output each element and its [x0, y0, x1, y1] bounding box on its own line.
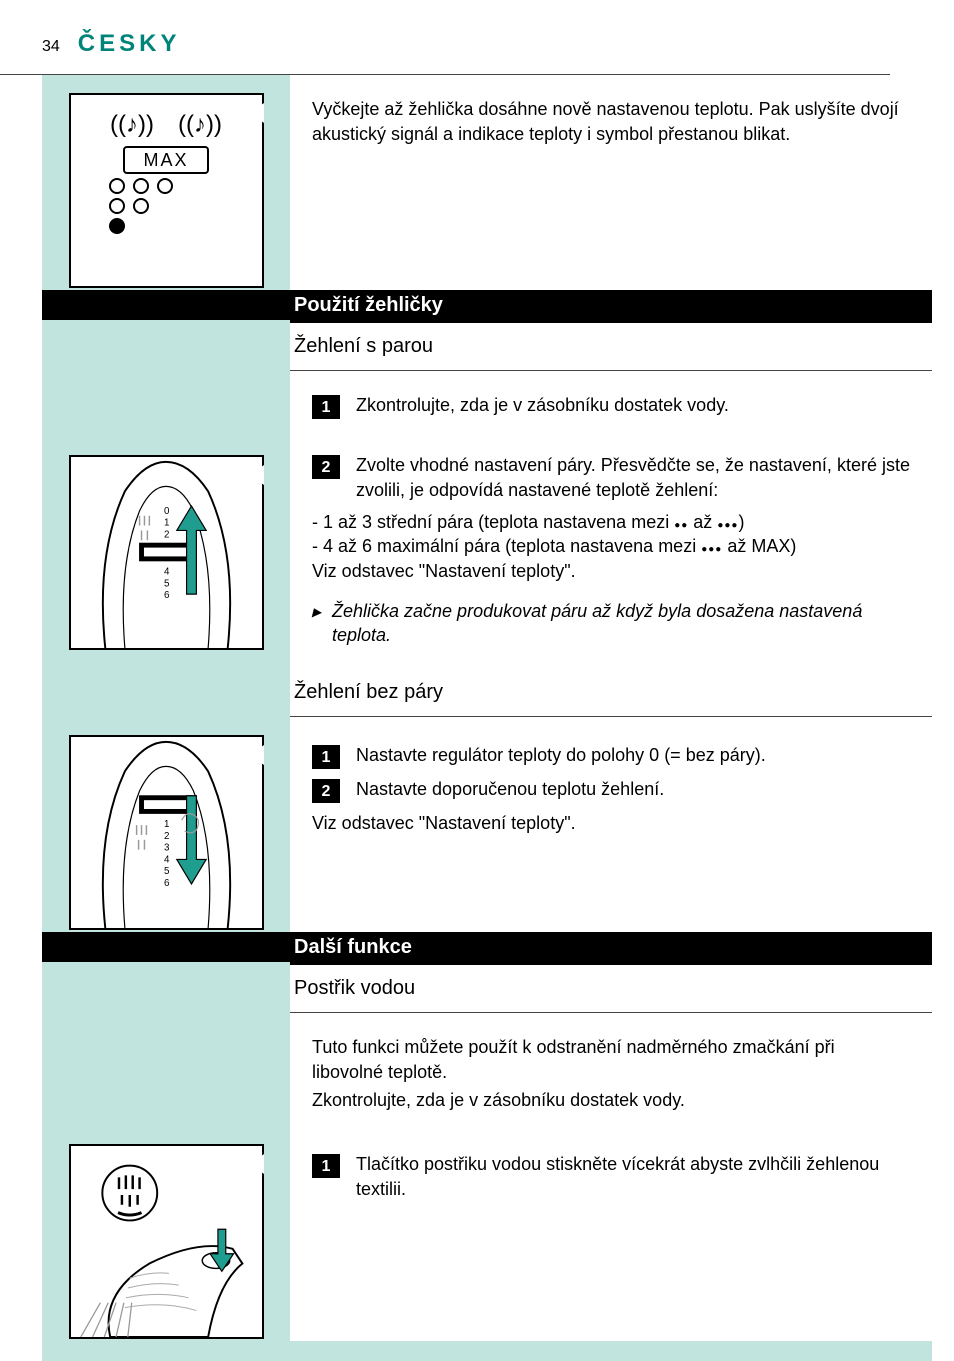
step-text: Tlačítko postřiku vodou stiskněte vícekr…	[356, 1152, 910, 1201]
step-row: 1 2 3 4 5 6 1 Nastavte reguláto	[42, 717, 932, 932]
step: 2 Zvolte vhodné nastavení páry. Přesvědč…	[312, 453, 910, 502]
figure-spray-button	[69, 1144, 264, 1339]
language-heading: ČESKY	[78, 28, 181, 60]
svg-text:2: 2	[164, 831, 169, 842]
svg-text:1: 1	[164, 820, 169, 831]
step-after: Viz odstavec "Nastavení teploty".	[312, 811, 910, 835]
paragraph: Tuto funkci můžete použít k odstranění n…	[312, 1035, 910, 1084]
illustration-column: ((♪)) ((♪)) MAX	[42, 75, 290, 288]
lcd-text: MAX	[143, 150, 188, 170]
step-bullets: - 1 až 3 střední pára (teplota nastavena…	[312, 510, 910, 559]
svg-text:3: 3	[164, 843, 170, 854]
step: 1 Zkontrolujte, zda je v zásobníku dosta…	[312, 393, 910, 419]
indicator-dot-icon	[109, 218, 125, 234]
sound-icon: ((♪))	[178, 109, 222, 141]
note-text: Žehlička začne produkovat páru až když b…	[332, 599, 910, 648]
step-row: 0 1 2 4 5 6 2 Zvolte vhodné nas	[42, 437, 932, 669]
step-number: 1	[312, 395, 340, 419]
content-area: ((♪)) ((♪)) MAX	[42, 75, 932, 1361]
sound-icon: ((♪))	[110, 109, 154, 141]
indicator-circle-icon	[109, 198, 125, 214]
subheading: Žehlení s parou	[290, 323, 932, 371]
step-number: 2	[312, 455, 340, 479]
svg-text:4: 4	[164, 567, 170, 578]
indicator-circle-icon	[133, 178, 149, 194]
step-number: 2	[312, 779, 340, 803]
step-text: Zkontrolujte, zda je v zásobníku dostate…	[356, 393, 910, 417]
indicator-circle-icon	[157, 178, 173, 194]
subheading-row: Žehlení bez páry	[42, 669, 932, 717]
svg-text:5: 5	[164, 867, 170, 878]
step: 2 Nastavte doporučenou teplotu žehlení.	[312, 777, 910, 803]
svg-text:5: 5	[164, 579, 170, 590]
iron-spray-svg	[71, 1146, 262, 1337]
indicator-circle-icon	[133, 198, 149, 214]
lcd-display: MAX	[123, 146, 209, 174]
figure-max-display: ((♪)) ((♪)) MAX	[69, 93, 264, 288]
paragraph: Zkontrolujte, zda je v zásobníku dostate…	[312, 1088, 910, 1112]
figure-steam-slider-up: 0 1 2 4 5 6	[69, 455, 264, 650]
dots-3-icon	[717, 512, 738, 532]
section-title: Další funkce	[290, 932, 932, 965]
subheading-row: Postřik vodou	[42, 965, 932, 1013]
dots-3-icon	[701, 536, 722, 556]
step-row: 1 Tlačítko postřiku vodou stiskněte více…	[42, 1126, 932, 1341]
figure-steam-slider-down: 1 2 3 4 5 6	[69, 735, 264, 930]
subheading: Žehlení bez páry	[290, 669, 932, 717]
text-column: Vyčkejte až žehlička dosáhne nově nastav…	[290, 75, 932, 290]
note: ▶ Žehlička začne produkovat páru až když…	[312, 599, 910, 648]
page-header: 34 ČESKY	[0, 0, 890, 75]
intro-paragraph: Vyčkejte až žehlička dosáhne nově nastav…	[312, 97, 910, 146]
subheading-row: Žehlení s parou	[42, 323, 932, 371]
iron-top-svg: 0 1 2 4 5 6	[71, 457, 262, 648]
section-heading: Použití žehličky	[42, 290, 932, 323]
note-arrow-icon: ▶	[312, 599, 324, 648]
dots-2-icon	[674, 512, 688, 532]
svg-text:6: 6	[164, 590, 170, 601]
svg-text:6: 6	[164, 878, 170, 889]
step: 1 Nastavte regulátor teploty do polohy 0…	[312, 743, 910, 769]
step-row: 1 Zkontrolujte, zda je v zásobníku dosta…	[42, 371, 932, 437]
indicator-circle-icon	[109, 178, 125, 194]
step-text: Nastavte regulátor teploty do polohy 0 (…	[356, 743, 910, 767]
svg-text:1: 1	[164, 518, 169, 529]
subheading: Postřik vodou	[290, 965, 932, 1013]
step: 1 Tlačítko postřiku vodou stiskněte více…	[312, 1152, 910, 1201]
intro-row: ((♪)) ((♪)) MAX	[42, 75, 932, 290]
step-number: 1	[312, 1154, 340, 1178]
step-number: 1	[312, 745, 340, 769]
svg-text:2: 2	[164, 530, 169, 541]
section-heading: Další funkce	[42, 932, 932, 965]
para-row: Tuto funkci můžete použít k odstranění n…	[42, 1013, 932, 1126]
page-number: 34	[42, 36, 60, 58]
iron-top-svg: 1 2 3 4 5 6	[71, 737, 262, 928]
step-text: Nastavte doporučenou teplotu žehlení.	[356, 777, 910, 801]
step-text: Zvolte vhodné nastavení páry. Přesvědčte…	[356, 453, 910, 502]
step-after: Viz odstavec "Nastavení teploty".	[312, 559, 910, 583]
svg-text:4: 4	[164, 855, 170, 866]
section-title: Použití žehličky	[290, 290, 932, 323]
svg-text:0: 0	[164, 506, 170, 517]
